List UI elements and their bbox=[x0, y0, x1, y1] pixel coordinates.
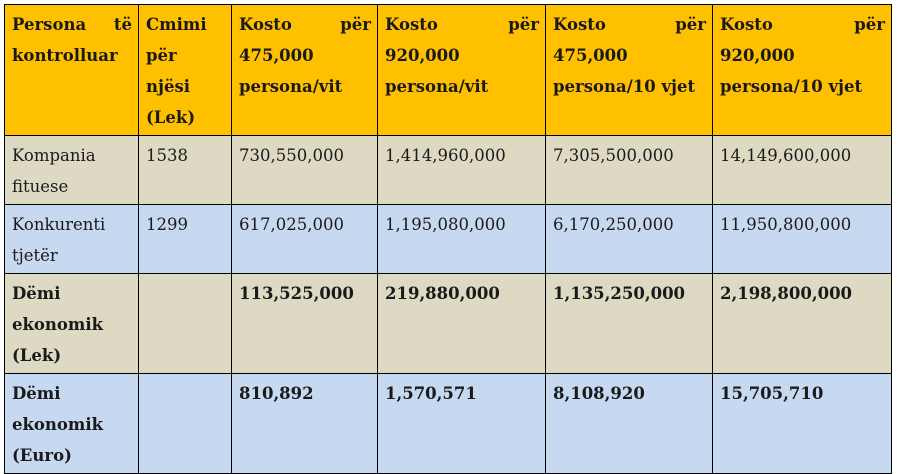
table-cell: 11,950,800,000 bbox=[712, 204, 892, 274]
table-cell: 1,195,080,000 bbox=[377, 204, 546, 274]
table-cell: 7,305,500,000 bbox=[545, 135, 713, 205]
header-cell-cost-920k-year: Kosto për 920,000 persona/vit bbox=[377, 4, 546, 136]
table-cell: 8,108,920 bbox=[545, 373, 713, 474]
row-label: Kompania fituese bbox=[4, 135, 139, 205]
table-header-row: Persona të kontrolluar Cmimi për njësi (… bbox=[4, 4, 892, 136]
table-row: Dëmi ekonomik (Lek) 113,525,000 219,880,… bbox=[4, 273, 892, 374]
table-row: Konkurenti tjetër 1299 617,025,000 1,195… bbox=[4, 204, 892, 274]
table-cell: 2,198,800,000 bbox=[712, 273, 892, 374]
header-cell-cost-475k-10y: Kosto për 475,000 persona/10 vjet bbox=[545, 4, 713, 136]
table-row: Kompania fituese 1538 730,550,000 1,414,… bbox=[4, 135, 892, 205]
table-cell: 1,135,250,000 bbox=[545, 273, 713, 374]
header-cell-cost-475k-year: Kosto për 475,000 persona/vit bbox=[231, 4, 378, 136]
header-cell-persons: Persona të kontrolluar bbox=[4, 4, 139, 136]
table-cell: 113,525,000 bbox=[231, 273, 378, 374]
table-cell: 1,414,960,000 bbox=[377, 135, 546, 205]
row-label: Konkurenti tjetër bbox=[4, 204, 139, 274]
row-label: Dëmi ekonomik (Euro) bbox=[4, 373, 139, 474]
table-cell bbox=[138, 373, 232, 474]
table-row: Dëmi ekonomik (Euro) 810,892 1,570,571 8… bbox=[4, 373, 892, 474]
table-cell: 15,705,710 bbox=[712, 373, 892, 474]
document-table-wrapper: Persona të kontrolluar Cmimi për njësi (… bbox=[4, 4, 892, 474]
table-cell: 14,149,600,000 bbox=[712, 135, 892, 205]
table-cell: 6,170,250,000 bbox=[545, 204, 713, 274]
table-cell: 219,880,000 bbox=[377, 273, 546, 374]
table-cell: 1,570,571 bbox=[377, 373, 546, 474]
header-cell-cost-920k-10y: Kosto për 920,000 persona/10 vjet bbox=[712, 4, 892, 136]
cost-comparison-table: Persona të kontrolluar Cmimi për njësi (… bbox=[4, 4, 892, 474]
header-cell-unit-price: Cmimi për njësi (Lek) bbox=[138, 4, 232, 136]
table-cell bbox=[138, 273, 232, 374]
table-cell: 1538 bbox=[138, 135, 232, 205]
table-cell: 617,025,000 bbox=[231, 204, 378, 274]
table-cell: 810,892 bbox=[231, 373, 378, 474]
table-cell: 1299 bbox=[138, 204, 232, 274]
row-label: Dëmi ekonomik (Lek) bbox=[4, 273, 139, 374]
table-cell: 730,550,000 bbox=[231, 135, 378, 205]
